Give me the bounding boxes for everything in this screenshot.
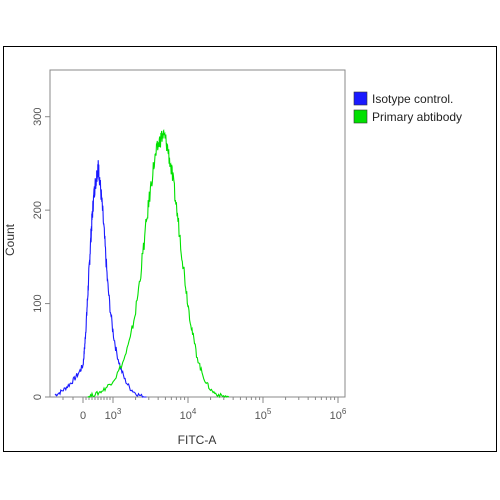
y-tick-label: 0	[32, 394, 44, 400]
x-tick-label: 103	[105, 407, 122, 422]
chart-frame	[3, 46, 497, 452]
x-axis: 0 103 104 105 106	[62, 397, 347, 422]
x-tick-label: 104	[180, 407, 197, 422]
y-tick-label: 300	[32, 108, 44, 126]
x-axis-title: FITC-A	[178, 433, 217, 447]
legend-swatch	[353, 109, 368, 124]
series-line-1	[87, 129, 230, 399]
y-axis-title: Count	[3, 223, 17, 256]
series-line-0	[54, 160, 147, 398]
plot-area	[49, 69, 346, 398]
x-tick-label: 105	[255, 407, 272, 422]
legend-swatch	[353, 91, 368, 106]
legend-label: Primary abtibody	[372, 110, 462, 124]
x-tick-label: 0	[80, 410, 86, 422]
y-axis: 0 100 200 300	[32, 108, 50, 400]
legend-label: Isotype control.	[372, 92, 453, 106]
y-tick-label: 100	[32, 294, 44, 312]
x-tick-label: 106	[330, 407, 347, 422]
series-layer	[54, 129, 230, 399]
legend: Isotype control. Primary abtibody	[353, 91, 462, 124]
y-tick-label: 200	[32, 201, 44, 219]
